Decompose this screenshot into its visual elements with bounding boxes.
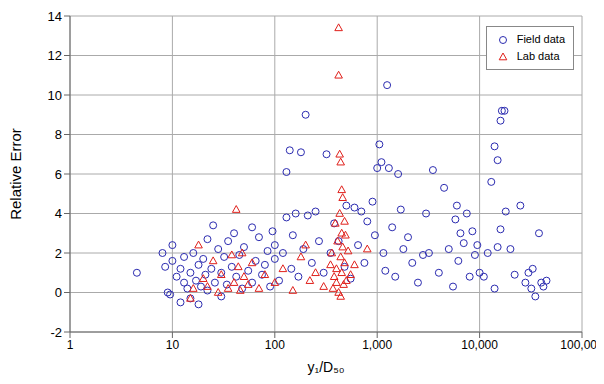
svg-text:y₁/D₅₀: y₁/D₅₀	[307, 359, 344, 375]
svg-text:6: 6	[55, 167, 62, 182]
svg-text:10,000: 10,000	[461, 338, 498, 352]
svg-text:1: 1	[67, 338, 74, 352]
html-text:Field data: Field data	[516, 33, 565, 45]
svg-text:-2: -2	[50, 325, 62, 340]
svg-text:1,000: 1,000	[362, 338, 392, 352]
svg-text:12: 12	[48, 48, 62, 63]
svg-text:100: 100	[265, 338, 285, 352]
svg-text:0: 0	[55, 285, 62, 300]
svg-text:10: 10	[166, 338, 180, 352]
svg-text:10: 10	[48, 88, 62, 103]
svg-text:100,000: 100,000	[560, 338, 596, 352]
svg-text:Relative Error: Relative Error	[8, 128, 24, 220]
html-text:Lab data: Lab data	[516, 50, 560, 62]
svg-text:8: 8	[55, 127, 62, 142]
svg-text:2: 2	[55, 246, 62, 261]
svg-text:14: 14	[48, 9, 62, 24]
svg-text:4: 4	[55, 206, 62, 221]
